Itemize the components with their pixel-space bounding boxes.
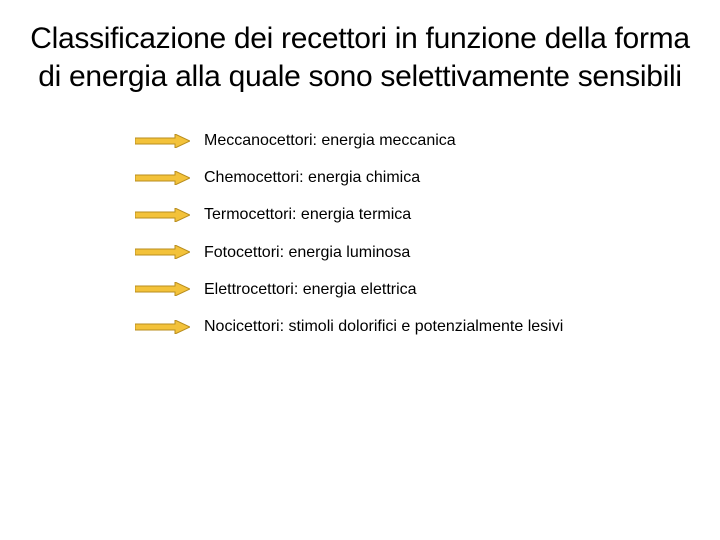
arrow-icon (135, 245, 190, 259)
item-label: Termocettori: energia termica (204, 205, 411, 224)
slide: Classificazione dei recettori in funzion… (0, 0, 720, 540)
arrow-icon (135, 208, 190, 222)
arrow-icon (135, 134, 190, 148)
item-label: Nocicettori: stimoli dolorifici e potenz… (204, 317, 563, 336)
item-label: Meccanocettori: energia meccanica (204, 131, 456, 150)
receptor-list: Meccanocettori: energia meccanica Chemoc… (30, 125, 690, 336)
arrow-shape (135, 245, 190, 259)
list-item: Nocicettori: stimoli dolorifici e potenz… (135, 317, 690, 336)
arrow-icon (135, 282, 190, 296)
arrow-shape (135, 282, 190, 296)
list-item: Meccanocettori: energia meccanica (135, 131, 690, 150)
arrow-shape (135, 134, 190, 148)
list-item: Elettrocettori: energia elettrica (135, 280, 690, 299)
arrow-shape (135, 208, 190, 222)
arrow-icon (135, 171, 190, 185)
page-title: Classificazione dei recettori in funzion… (30, 20, 690, 95)
item-label: Chemocettori: energia chimica (204, 168, 420, 187)
list-item: Termocettori: energia termica (135, 205, 690, 224)
list-item: Fotocettori: energia luminosa (135, 243, 690, 262)
arrow-icon (135, 320, 190, 334)
item-label: Elettrocettori: energia elettrica (204, 280, 417, 299)
list-item: Chemocettori: energia chimica (135, 168, 690, 187)
arrow-shape (135, 320, 190, 334)
item-label: Fotocettori: energia luminosa (204, 243, 410, 262)
arrow-shape (135, 171, 190, 185)
